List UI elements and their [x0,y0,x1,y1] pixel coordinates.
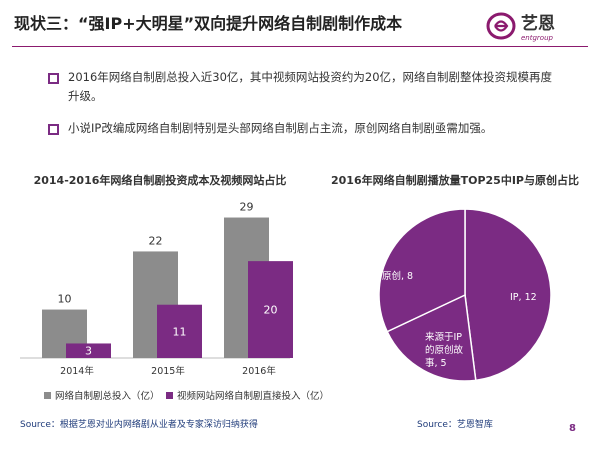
legend-label: 视频网站网络自制剧直接投入（亿） [177,391,330,402]
pie-label-ip: IP, 12 [510,292,537,303]
bullet-square-icon [48,124,59,135]
bullet-text: 2016年网络自制剧总投入近30亿，其中视频网站投资约为20亿，网络自制剧整体投… [68,70,553,103]
bar-chart: 10 3 2014年 22 11 2015年 29 20 2016年 [20,201,293,377]
page-number: 8 [569,423,576,434]
pie-chart-title: 2016年网络自制剧播放量TOP25中IP与原创占比 [331,174,579,187]
x-tick-label: 2016年 [242,365,276,377]
x-tick-label: 2015年 [151,365,185,377]
source-note-left: Source：根据艺恩对业内网络剧从业者及专家深访归纳获得 [20,420,258,430]
bar-video-site [66,343,111,358]
pie-label-ip-derived: 来源于IP [425,332,462,343]
pie-slice [378,208,466,333]
data-label-video-site: 11 [173,325,187,338]
data-label-total: 29 [240,201,254,214]
pie-slice [464,208,552,382]
page-title: 现状三：“强IP+大明星”双向提升网络自制剧制作成本 [14,14,403,33]
bar-chart-title: 2014-2016年网络自制剧投资成本及视频网站占比 [33,174,287,187]
title-divider [12,46,588,47]
legend-swatch-purple [166,391,173,399]
data-label-video-site: 3 [85,345,92,358]
legend-item-total: 网络自制剧总投入（亿） [44,388,160,402]
x-tick-label: 2014年 [60,365,94,377]
logo-mark [486,12,516,40]
bullet-item: 小说IP改编成网络自制剧特别是头部网络自制剧占主流，原创网络自制剧亟需加强。 [48,119,558,138]
legend-item-video-site: 视频网站网络自制剧直接投入（亿） [166,388,329,402]
data-label-total: 10 [58,293,72,306]
bullet-item: 2016年网络自制剧总投入近30亿，其中视频网站投资约为20亿，网络自制剧整体投… [48,68,558,106]
data-label-total: 22 [149,234,163,247]
data-label-video-site: 20 [264,304,278,317]
pie-label-ip-derived: 的原创故 [425,344,464,356]
bullet-square-icon [48,73,59,84]
logo-cn-text: 艺恩 [521,13,555,34]
source-note-right: Source：艺恩智库 [417,420,493,430]
bar-video-site [248,261,293,358]
entgroup-logo: 艺恩 entgroup [486,12,555,42]
legend-label: 网络自制剧总投入（亿） [55,391,160,402]
pie-label-ip-derived: 事, 5 [425,357,447,369]
logo-en-text: entgroup [521,34,554,42]
pie-label-original: 原创, 8 [382,270,413,282]
pie-slice [386,293,477,382]
legend-swatch-gray [44,391,51,399]
bullet-text: 小说IP改编成网络自制剧特别是头部网络自制剧占主流，原创网络自制剧亟需加强。 [68,121,493,135]
bar-video-site [157,304,202,358]
